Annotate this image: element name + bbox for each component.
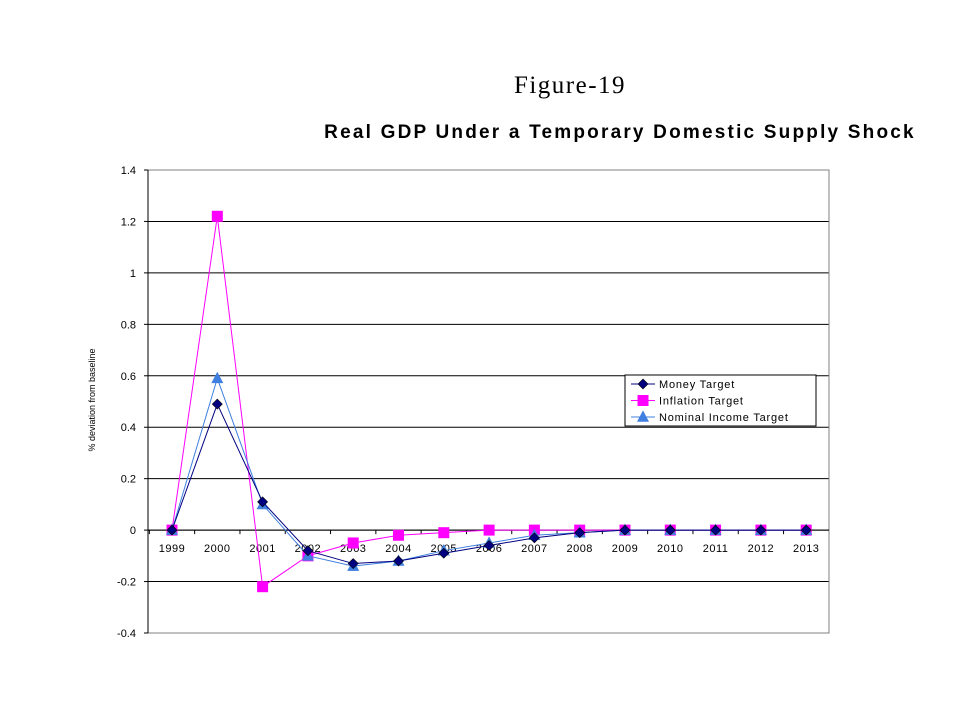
x-tick-label: 2004: [385, 543, 411, 555]
series: [166, 210, 813, 593]
legend-label: Nominal Income Target: [659, 412, 789, 424]
data-point: [347, 558, 359, 569]
x-tick-label: 2012: [748, 543, 774, 555]
series-money-target: [166, 398, 812, 569]
y-tick-label: 0.6: [121, 371, 136, 383]
legend-marker: [637, 378, 649, 390]
data-point: [347, 537, 359, 549]
y-axis-label: % deviation from baseline: [87, 348, 97, 451]
y-tick-label: 1: [130, 268, 136, 280]
y-tick-label: -0.4: [117, 628, 136, 640]
legend-label: Money Target: [659, 379, 735, 391]
x-tick-label: 2003: [340, 543, 366, 555]
data-point: [438, 527, 450, 539]
legend-marker: [637, 410, 649, 422]
data-point: [483, 524, 495, 536]
x-tick-label: 2000: [204, 543, 230, 555]
data-point: [211, 210, 223, 222]
legend-marker: [637, 395, 649, 406]
y-tick-label: 1.4: [121, 165, 136, 177]
data-point: [438, 547, 450, 559]
legend: Money Target Inflation Target Nominal Inco…: [624, 374, 817, 427]
data-point: [257, 496, 269, 508]
legend-item: Nominal Income Target: [631, 410, 789, 424]
data-point: [302, 545, 314, 557]
data-point: [528, 532, 540, 544]
x-tick-label: 1999: [159, 543, 185, 555]
x-tick-label: 2011: [703, 543, 729, 555]
data-point: [166, 524, 178, 536]
legend-item: Inflation Target: [631, 395, 744, 408]
data-point: [710, 524, 722, 536]
legend-item: Money Target: [631, 378, 735, 391]
data-point: [483, 540, 495, 551]
y-tick-label: 1.2: [121, 216, 136, 228]
y-tick-labels: 1.4 1.2 1 0.8 0.6 0.4 0.2 0 -0.2 -0.4: [117, 165, 136, 640]
x-tick-label: 2013: [793, 543, 819, 555]
x-tick-label: 2007: [521, 543, 547, 555]
x-tick-label: 2001: [249, 543, 275, 555]
figure-label: Figure-19: [513, 72, 627, 99]
data-point: [619, 524, 631, 536]
data-point: [393, 529, 404, 541]
y-tick-label: 0.8: [121, 319, 136, 331]
x-tick-label: 2008: [566, 543, 592, 555]
data-point: [574, 527, 586, 539]
data-point: [211, 371, 224, 384]
legend-label: Inflation Target: [659, 396, 744, 408]
legend-box: [624, 374, 817, 427]
y-tick-label: 0.2: [121, 474, 136, 486]
data-point: [800, 524, 812, 536]
data-point: [257, 581, 269, 593]
data-point: [211, 398, 223, 410]
x-tick-label: 2010: [657, 543, 683, 555]
data-point: [664, 524, 676, 536]
y-tick-label: 0.4: [121, 422, 136, 434]
chart-title: Real GDP Under a Temporary Domestic Supp…: [324, 122, 916, 143]
x-tick-label: 2009: [612, 543, 638, 555]
y-tick-label: 0: [130, 525, 136, 537]
y-tick-label: -0.2: [117, 577, 136, 589]
data-point: [393, 555, 404, 567]
data-point: [755, 524, 767, 536]
